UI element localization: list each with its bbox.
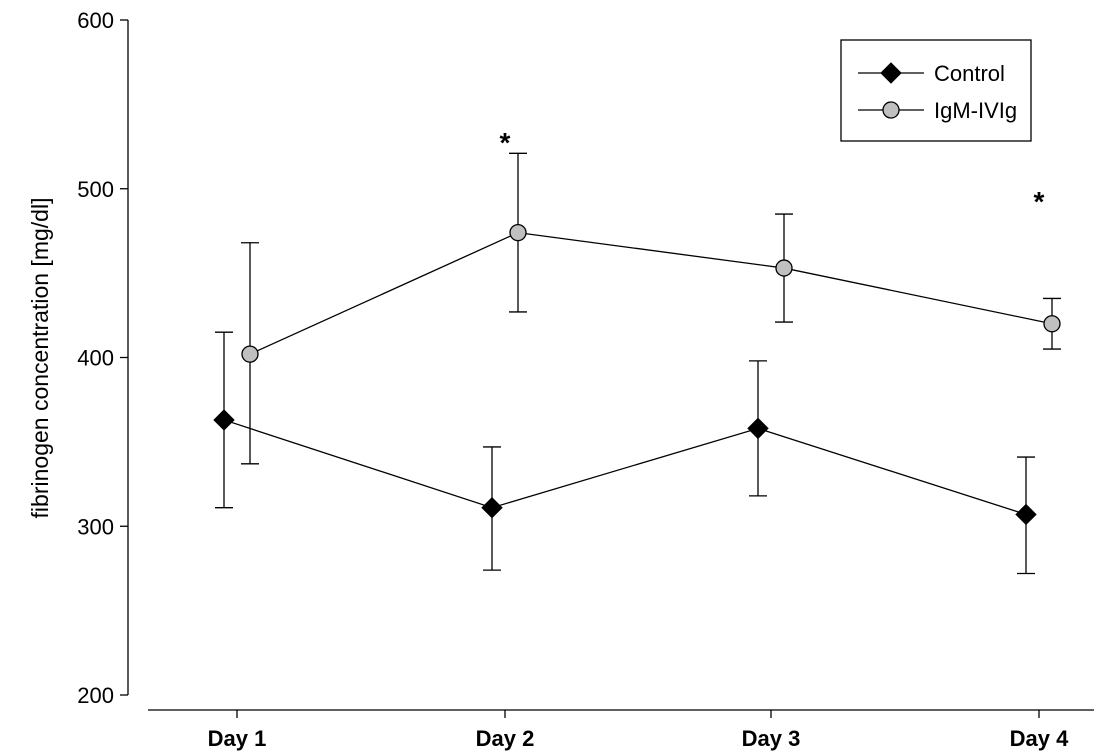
y-tick-label: 200 (77, 683, 114, 708)
y-tick-label: 300 (77, 514, 114, 539)
series-line-igm-ivig (249, 231, 1053, 355)
data-point-igm-ivig (241, 345, 259, 363)
data-markers (213, 223, 1061, 526)
data-point-igm-ivig (775, 259, 793, 277)
legend-igm-marker (882, 101, 900, 119)
significance-marker: * (1034, 186, 1045, 217)
legend-box (840, 39, 1032, 142)
data-point-control (481, 496, 503, 519)
y-tick-label: 400 (77, 346, 114, 371)
data-point-control (213, 409, 235, 431)
error-bars (215, 152, 1061, 575)
series-lines (223, 231, 1053, 516)
legend-control-label: Control (934, 61, 1005, 86)
y-tick-label: 500 (77, 177, 114, 202)
x-tick-label: Day 3 (742, 726, 801, 751)
data-point-control (1015, 503, 1037, 526)
data-point-control (747, 417, 769, 440)
data-point-igm-ivig (1043, 315, 1061, 333)
significance-marker: * (500, 127, 511, 158)
y-axis-label: fibrinogen concentration [mg/dl] (27, 198, 53, 519)
x-tick-label: Day 2 (476, 726, 535, 751)
x-tick-label: Day 4 (1010, 726, 1069, 751)
data-point-igm-ivig (509, 223, 527, 242)
y-tick-label: 600 (77, 8, 114, 33)
legend-control-marker (880, 62, 902, 84)
legend-igm-label: IgM-IVIg (934, 98, 1017, 123)
annotations: ** (500, 127, 1045, 217)
legend: Control IgM-IVIg (840, 39, 1032, 142)
x-tick-label: Day 1 (208, 726, 267, 751)
series-line-control (223, 419, 1027, 516)
axes: 200 300 400 500 600 Day 1 Day 2 Day 3 Day 4 (77, 8, 1094, 751)
